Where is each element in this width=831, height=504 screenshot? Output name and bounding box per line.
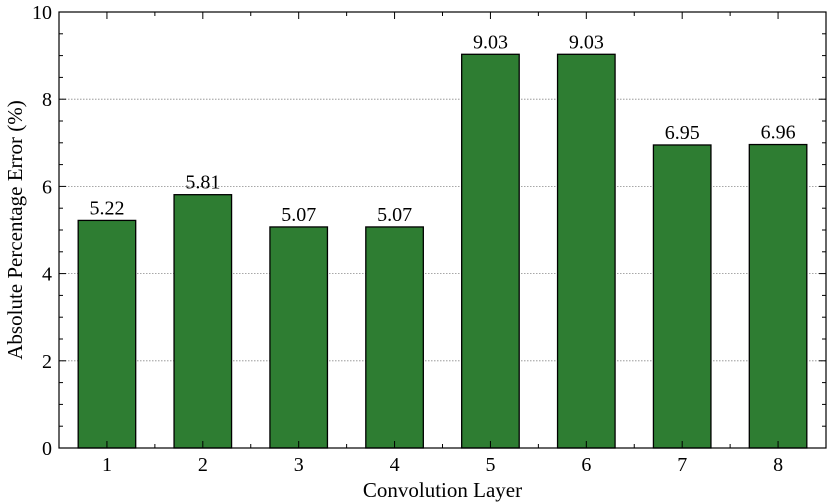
x-tick-label-8: 8 [773,454,783,476]
x-tick-label-2: 2 [198,454,208,476]
data-label-2: 5.81 [185,172,220,194]
bars [77,53,808,449]
bar-1 [77,219,137,449]
y-tick-label: 8 [42,89,52,111]
y-tick-label: 2 [42,351,52,373]
data-labels: 5.22 5.81 5.07 5.07 9.03 9.03 6.95 6.96 [89,31,795,226]
bar-8 [748,143,808,449]
axis-ticks [59,11,826,449]
bar-7 [652,144,712,449]
bar-3 [269,226,329,449]
x-tick-label-5: 5 [485,454,495,476]
x-tick-label-6: 6 [581,454,591,476]
data-label-8: 6.96 [761,122,796,144]
y-tick-labels: 0 2 4 6 8 10 [32,2,52,460]
x-tick-label-3: 3 [294,454,304,476]
data-label-5: 9.03 [473,31,508,53]
x-tick-label-1: 1 [102,454,112,476]
data-label-4: 5.07 [377,204,412,226]
y-tick-label: 0 [42,438,52,460]
y-axis-title: Absolute Percentage Error (%) [3,100,27,359]
x-tick-labels: 1 2 3 4 5 6 7 8 [102,454,783,476]
bar-2 [173,194,233,449]
data-label-6: 9.03 [569,31,604,53]
x-axis-title: Convolution Layer [363,478,522,502]
x-tick-label-7: 7 [677,454,687,476]
data-label-7: 6.95 [665,122,700,144]
y-tick-label: 10 [32,2,52,24]
bar-5 [461,53,520,449]
data-label-3: 5.07 [281,204,316,226]
y-tick-label: 4 [42,264,52,286]
bar-6 [556,53,616,449]
data-label-1: 5.22 [89,197,124,219]
x-tick-label-4: 4 [390,454,400,476]
y-tick-label: 6 [42,176,52,198]
bar-4 [365,226,424,449]
